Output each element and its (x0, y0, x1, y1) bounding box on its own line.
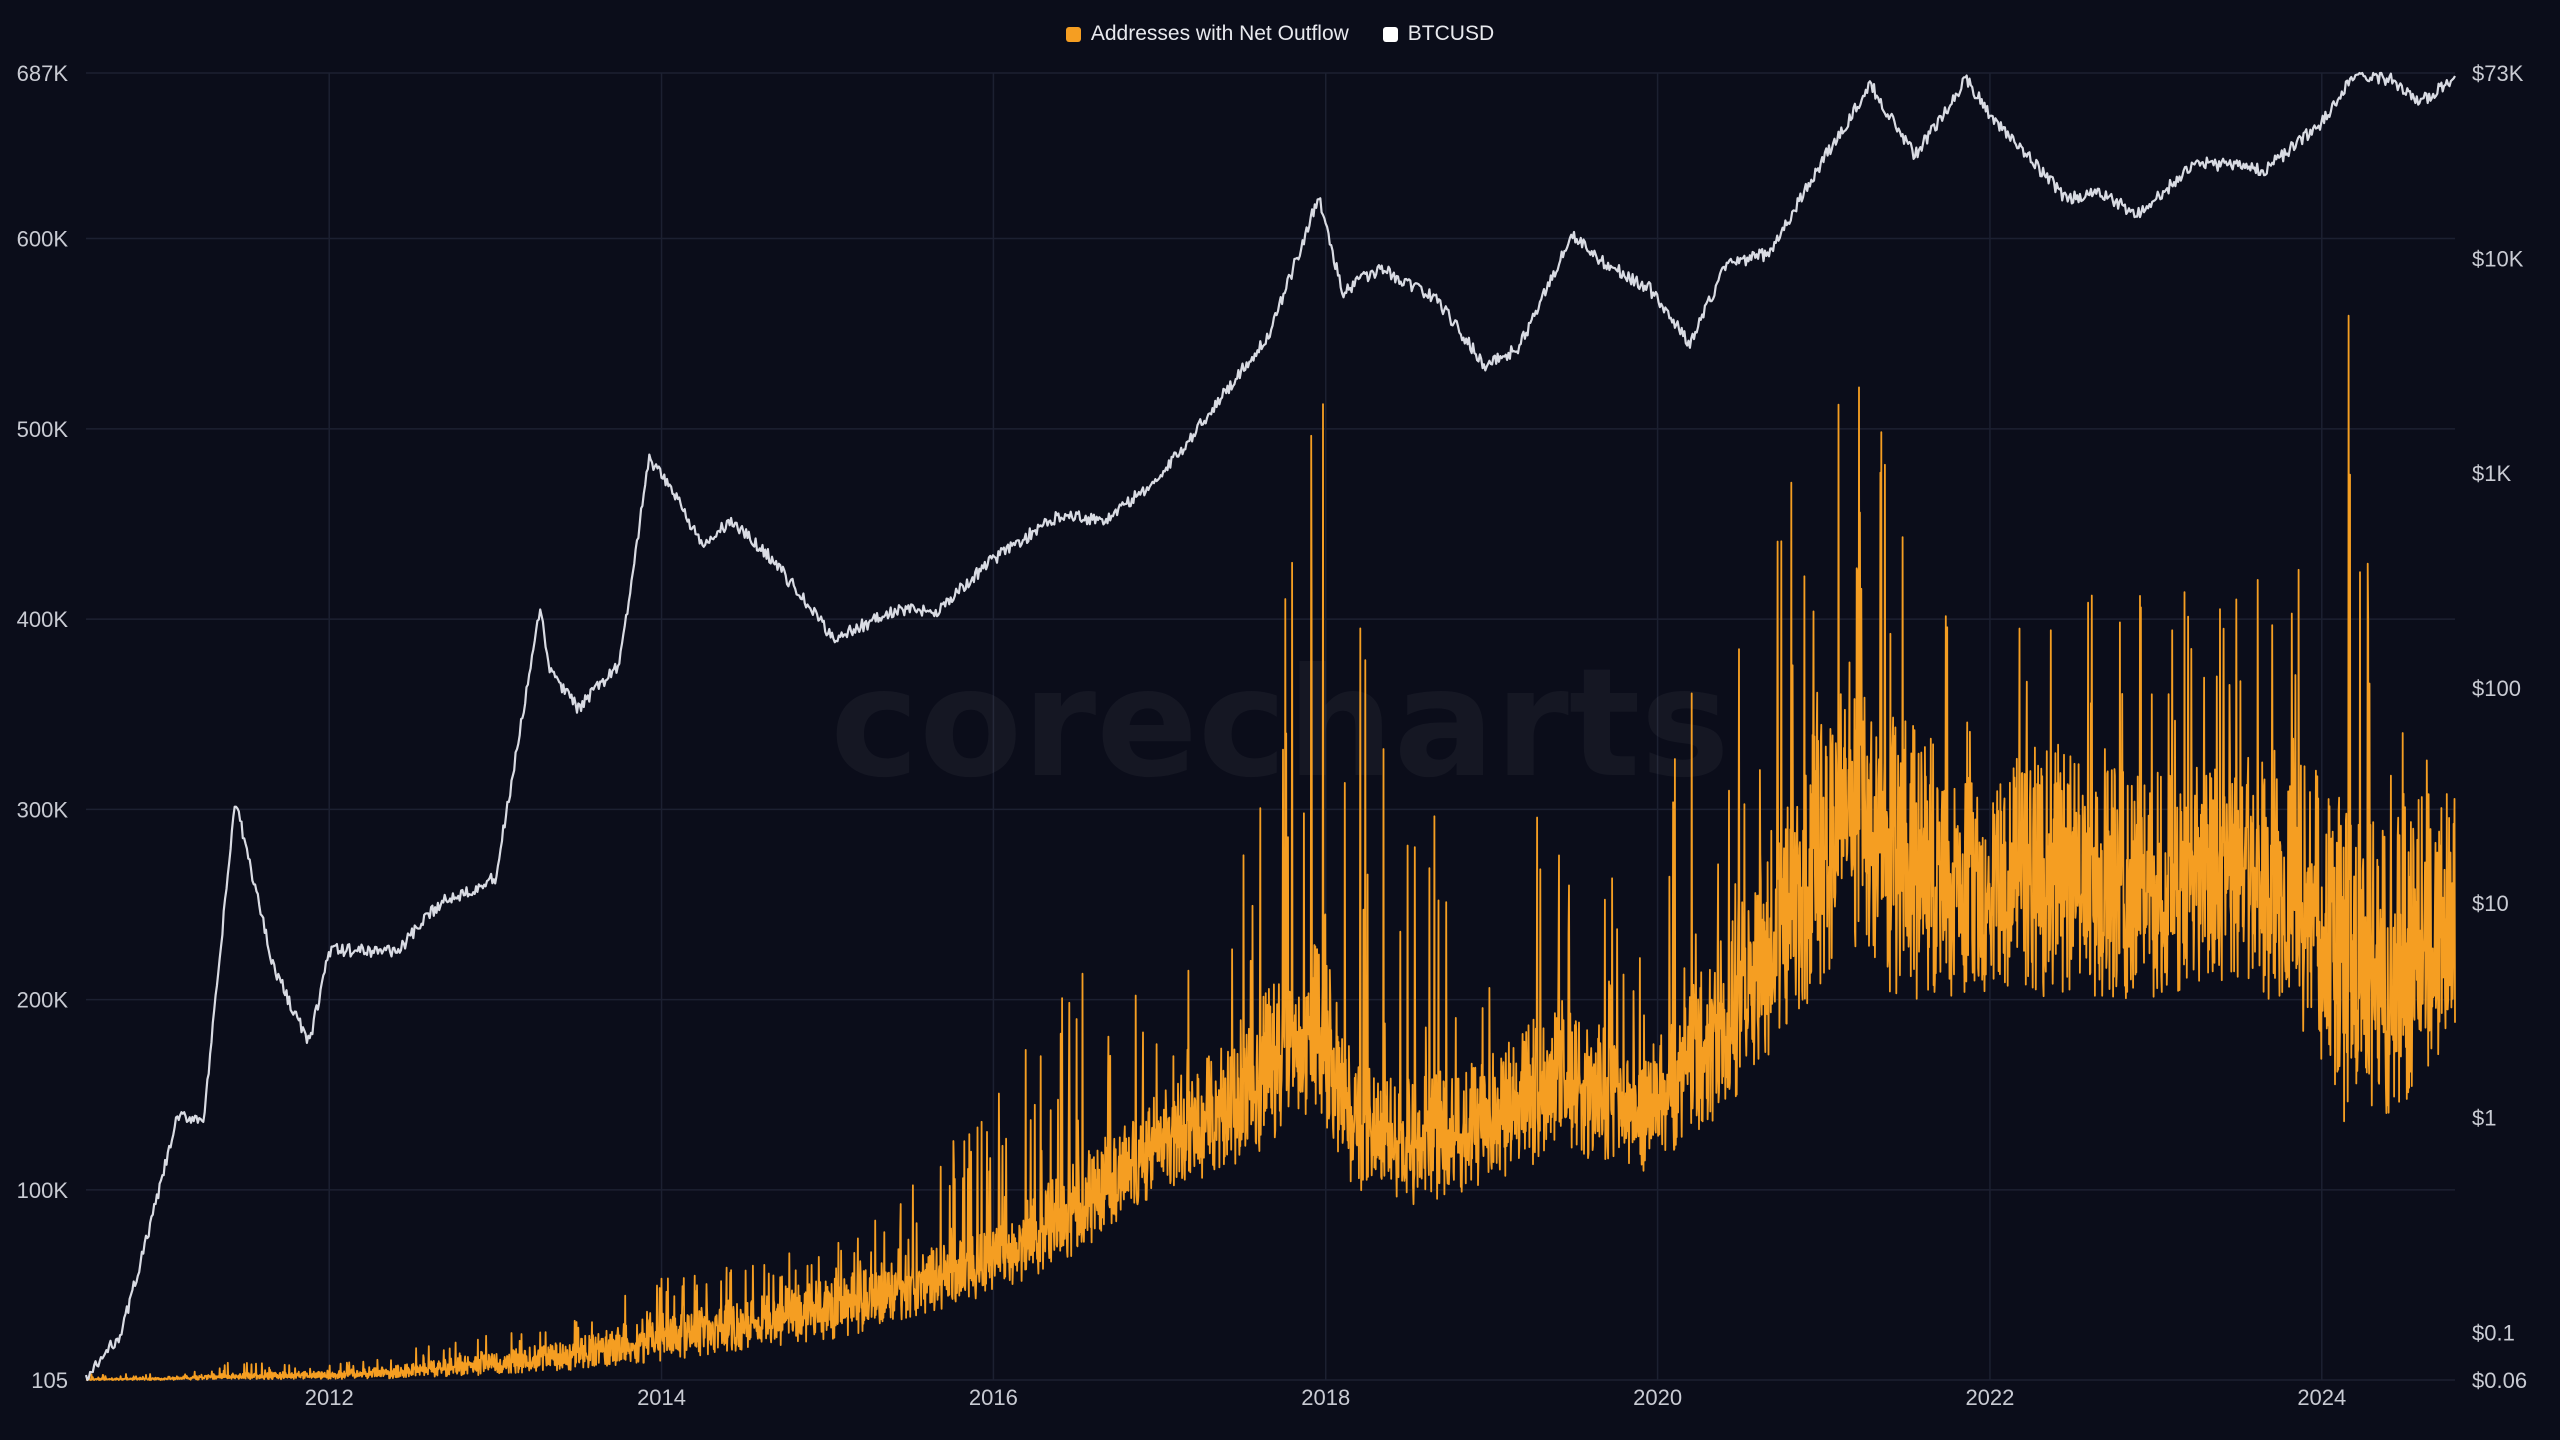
legend-swatch-net-outflow (1065, 26, 1081, 42)
right-axis: $0.06 $0.1 $1 $10 $100 $1K $10K $73K (2472, 61, 2527, 1393)
legend-item-btcusd[interactable]: BTCUSD (1382, 22, 1495, 46)
grid (86, 72, 2455, 1381)
right-tick-label: $10 (2472, 891, 2509, 916)
x-tick-label: 2014 (637, 1385, 686, 1410)
legend-item-net-outflow[interactable]: Addresses with Net Outflow (1065, 22, 1349, 46)
left-tick-label: 300K (17, 797, 69, 822)
legend-label-btcusd: BTCUSD (1407, 22, 1495, 45)
x-tick-label: 2018 (1301, 1385, 1350, 1410)
x-tick-label: 2012 (305, 1385, 354, 1410)
right-tick-label: $100 (2472, 676, 2521, 701)
left-tick-label: 200K (17, 988, 69, 1013)
x-tick-label: 2022 (1965, 1385, 2014, 1410)
left-tick-label: 105 (31, 1368, 68, 1393)
btcusd-line (84, 71, 2456, 1382)
right-tick-label: $1K (2472, 461, 2511, 486)
legend-swatch-btcusd (1382, 26, 1398, 42)
left-tick-label: 687K (17, 61, 69, 86)
legend: Addresses with Net Outflow BTCUSD (0, 22, 2560, 46)
left-tick-label: 500K (17, 417, 69, 442)
right-tick-label: $0.1 (2472, 1320, 2515, 1345)
right-tick-label: $1 (2472, 1106, 2496, 1131)
net-outflow-line (85, 314, 2456, 1381)
left-tick-label: 400K (17, 607, 69, 632)
x-axis: 2012 2014 2016 2018 2020 2022 2024 (305, 1385, 2347, 1410)
left-axis: 105 100K 200K 300K 400K 500K 600K 687K (17, 61, 69, 1393)
left-tick-label: 600K (17, 227, 69, 252)
series-net-outflow (85, 314, 2456, 1381)
legend-label-net-outflow: Addresses with Net Outflow (1090, 22, 1349, 45)
x-tick-label: 2016 (969, 1385, 1018, 1410)
series-btcusd (84, 71, 2456, 1382)
right-tick-label: $0.06 (2472, 1368, 2527, 1393)
right-tick-label: $73K (2472, 61, 2524, 86)
left-tick-label: 100K (17, 1178, 69, 1203)
x-tick-label: 2020 (1633, 1385, 1682, 1410)
watermark: corecharts (830, 637, 1730, 811)
right-tick-label: $10K (2472, 246, 2524, 271)
x-tick-label: 2024 (2297, 1385, 2346, 1410)
